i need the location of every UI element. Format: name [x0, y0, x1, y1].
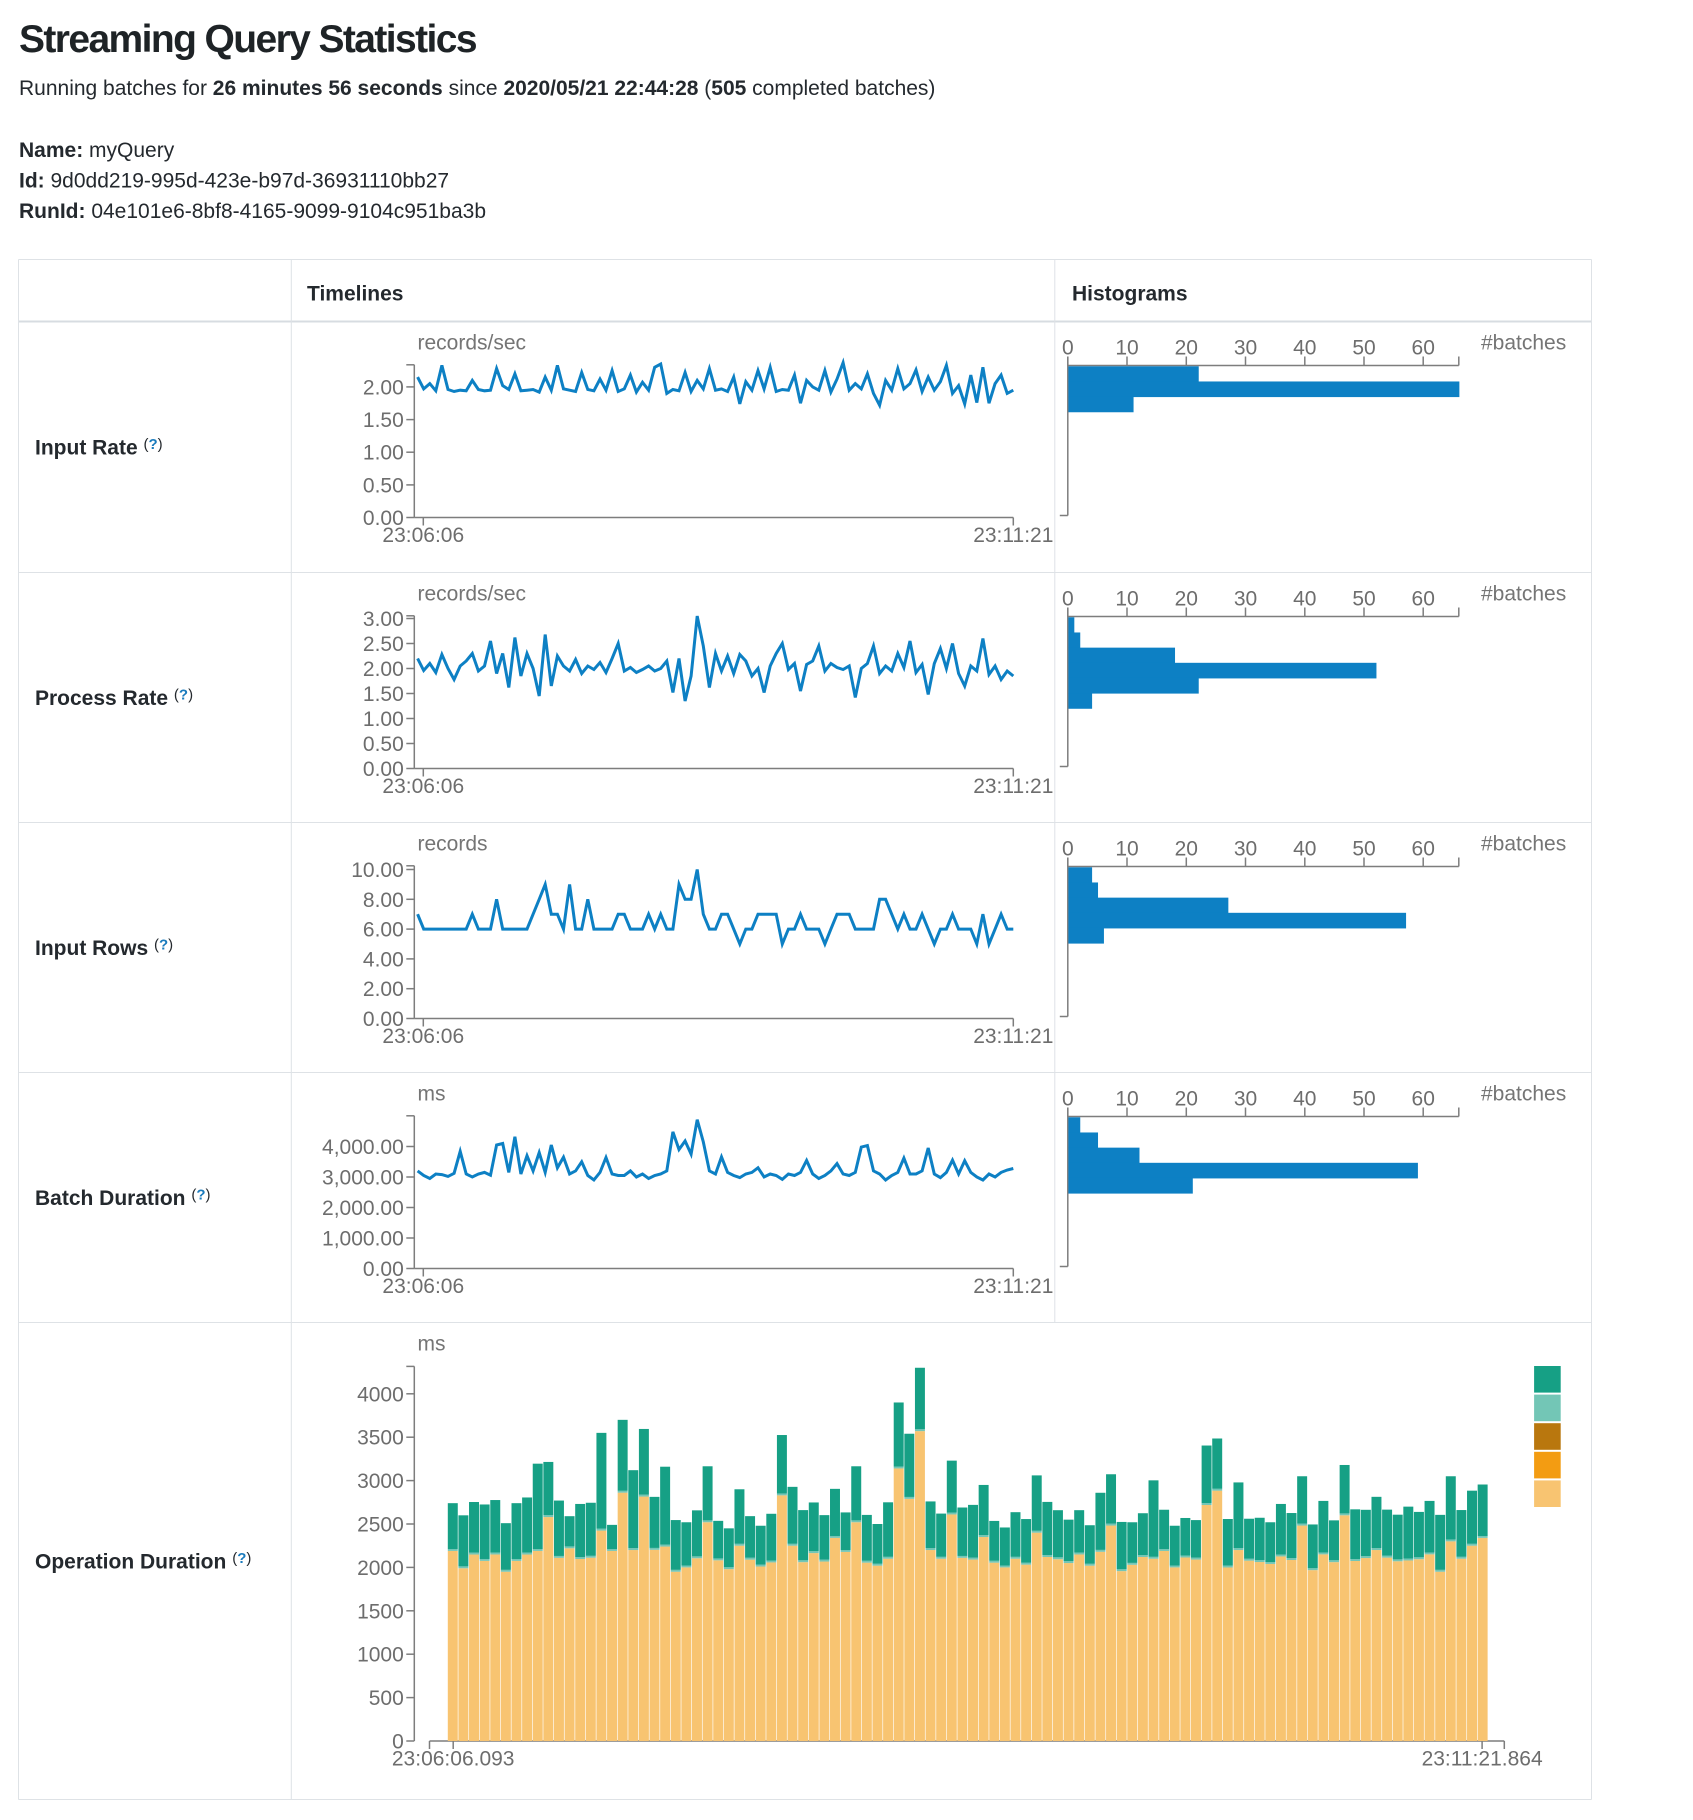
svg-text:1.00: 1.00 [363, 708, 404, 731]
svg-text:Input Rate (?): Input Rate (?) [35, 436, 163, 460]
svg-text:60: 60 [1412, 337, 1435, 360]
svg-text:4000: 4000 [357, 1383, 404, 1406]
svg-text:0: 0 [1062, 838, 1074, 861]
svg-text:23:11:21: 23:11:21 [973, 775, 1053, 798]
svg-text:Operation Duration (?): Operation Duration (?) [35, 1550, 251, 1574]
svg-text:30: 30 [1234, 588, 1257, 611]
svg-text:#batches: #batches [1481, 583, 1566, 606]
svg-text:RunId: 04e101e6-8bf8-4165-9099: RunId: 04e101e6-8bf8-4165-9099-9104c951b… [19, 200, 486, 223]
svg-text:3500: 3500 [357, 1427, 404, 1450]
svg-text:Process Rate (?): Process Rate (?) [35, 687, 193, 711]
svg-text:2,000.00: 2,000.00 [322, 1197, 404, 1220]
svg-text:60: 60 [1412, 588, 1435, 611]
svg-text:Streaming Query Statistics: Streaming Query Statistics [19, 18, 477, 61]
svg-text:0: 0 [1062, 337, 1074, 360]
svg-text:Timelines: Timelines [307, 283, 404, 306]
svg-text:#batches: #batches [1481, 833, 1566, 856]
svg-text:23:06:06: 23:06:06 [382, 775, 464, 798]
svg-text:50: 50 [1352, 838, 1375, 861]
svg-text:23:06:06: 23:06:06 [382, 524, 464, 547]
svg-text:40: 40 [1293, 838, 1316, 861]
svg-text:#batches: #batches [1481, 1083, 1566, 1106]
svg-text:20: 20 [1175, 337, 1198, 360]
svg-text:40: 40 [1293, 337, 1316, 360]
svg-text:60: 60 [1412, 1088, 1435, 1111]
svg-text:500: 500 [369, 1687, 404, 1710]
svg-text:Histograms: Histograms [1072, 283, 1188, 306]
svg-text:30: 30 [1234, 838, 1257, 861]
svg-text:0: 0 [1062, 588, 1074, 611]
svg-text:0.00: 0.00 [363, 1008, 404, 1031]
svg-text:10: 10 [1115, 588, 1138, 611]
svg-text:1000: 1000 [357, 1644, 404, 1667]
svg-text:1.50: 1.50 [363, 409, 404, 432]
svg-text:23:11:21: 23:11:21 [973, 524, 1053, 547]
svg-text:1,000.00: 1,000.00 [322, 1228, 404, 1251]
svg-text:23:06:06.093: 23:06:06.093 [392, 1748, 515, 1771]
svg-text:#batches: #batches [1481, 332, 1566, 355]
svg-text:10.00: 10.00 [351, 859, 404, 882]
svg-text:Batch Duration (?): Batch Duration (?) [35, 1187, 211, 1211]
svg-text:1.00: 1.00 [363, 442, 404, 465]
svg-text:1500: 1500 [357, 1600, 404, 1623]
svg-text:0.00: 0.00 [363, 1258, 404, 1281]
svg-text:0.50: 0.50 [363, 474, 404, 497]
svg-text:30: 30 [1234, 337, 1257, 360]
svg-text:2000: 2000 [357, 1557, 404, 1580]
svg-text:23:11:21: 23:11:21 [973, 1025, 1053, 1048]
svg-text:23:06:06: 23:06:06 [382, 1025, 464, 1048]
svg-text:10: 10 [1115, 838, 1138, 861]
svg-text:20: 20 [1175, 1088, 1198, 1111]
svg-text:0: 0 [1062, 1088, 1074, 1111]
svg-text:23:06:06: 23:06:06 [382, 1275, 464, 1298]
svg-text:10: 10 [1115, 1088, 1138, 1111]
svg-text:40: 40 [1293, 588, 1316, 611]
svg-text:23:11:21: 23:11:21 [973, 1275, 1053, 1298]
svg-text:60: 60 [1412, 838, 1435, 861]
svg-text:50: 50 [1352, 1088, 1375, 1111]
svg-text:records/sec: records/sec [418, 332, 527, 355]
svg-text:ms: ms [418, 1333, 446, 1356]
svg-text:3,000.00: 3,000.00 [322, 1167, 404, 1190]
svg-text:23:11:21.864: 23:11:21.864 [1422, 1748, 1543, 1771]
svg-text:6.00: 6.00 [363, 919, 404, 942]
svg-text:3.00: 3.00 [363, 608, 404, 631]
svg-text:records/sec: records/sec [418, 583, 527, 606]
svg-text:8.00: 8.00 [363, 889, 404, 912]
svg-text:20: 20 [1175, 588, 1198, 611]
svg-text:4,000.00: 4,000.00 [322, 1136, 404, 1159]
svg-text:10: 10 [1115, 337, 1138, 360]
svg-text:2.00: 2.00 [363, 658, 404, 681]
svg-text:40: 40 [1293, 1088, 1316, 1111]
svg-text:Input Rows (?): Input Rows (?) [35, 937, 173, 961]
svg-text:ms: ms [418, 1083, 446, 1106]
svg-text:0.00: 0.00 [363, 507, 404, 530]
svg-text:0.50: 0.50 [363, 733, 404, 756]
svg-text:4.00: 4.00 [363, 948, 404, 971]
svg-text:50: 50 [1352, 588, 1375, 611]
svg-text:2.50: 2.50 [363, 633, 404, 656]
svg-text:0: 0 [392, 1731, 404, 1754]
svg-text:50: 50 [1352, 337, 1375, 360]
svg-text:records: records [418, 833, 488, 856]
svg-text:2.00: 2.00 [363, 978, 404, 1001]
svg-text:20: 20 [1175, 838, 1198, 861]
svg-text:2500: 2500 [357, 1514, 404, 1537]
svg-text:0.00: 0.00 [363, 758, 404, 781]
svg-text:3000: 3000 [357, 1470, 404, 1493]
svg-text:30: 30 [1234, 1088, 1257, 1111]
svg-text:2.00: 2.00 [363, 376, 404, 399]
svg-text:1.50: 1.50 [363, 683, 404, 706]
svg-text:Name: myQuery: Name: myQuery [19, 139, 175, 162]
svg-text:Running batches for 26 minutes: Running batches for 26 minutes 56 second… [19, 77, 935, 100]
svg-text:Id: 9d0dd219-995d-423e-b97d-36: Id: 9d0dd219-995d-423e-b97d-36931110bb27 [19, 170, 449, 193]
